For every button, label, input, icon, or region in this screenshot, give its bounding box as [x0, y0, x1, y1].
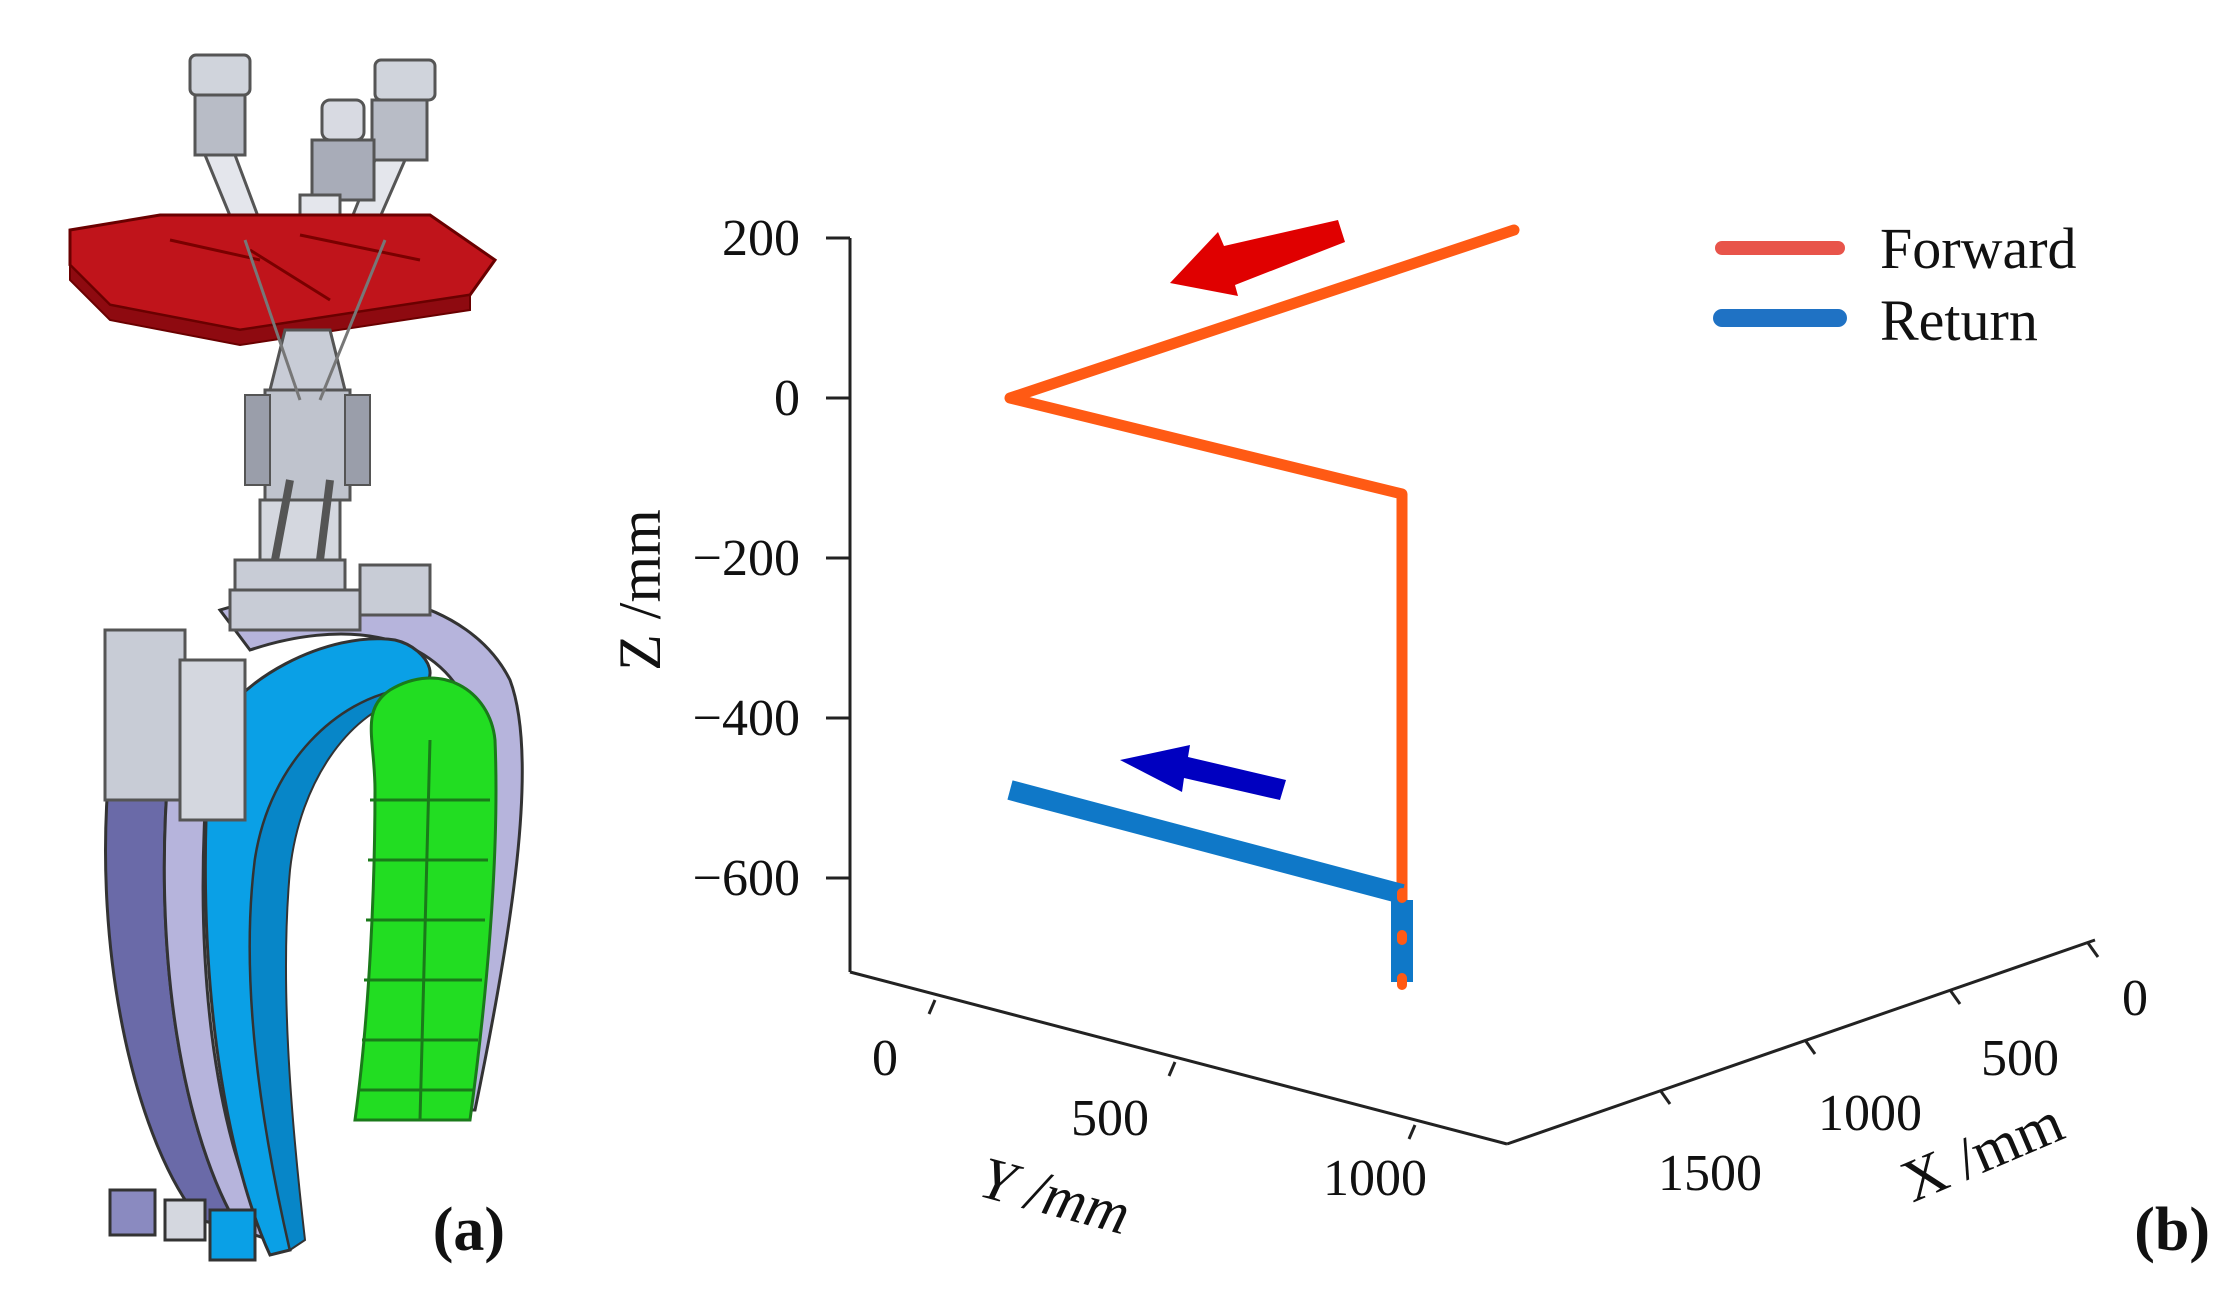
panel-a-letter: a: [453, 1196, 484, 1264]
x-tick-label: 0: [2122, 970, 2148, 1027]
forward-direction-arrow: [1170, 220, 1345, 296]
manipulator-column-icon: [233, 239, 387, 607]
legend: Forward Return: [1713, 216, 2077, 353]
panel-a-open: (: [433, 1196, 454, 1264]
x-tick-label: 1000: [1818, 1085, 1922, 1142]
panel-a-illustration: (a): [68, 53, 524, 1264]
x-tick-mark: [1948, 989, 1962, 1005]
x-tick-label: 500: [1981, 1030, 2059, 1087]
x-tick-mark: [1803, 1039, 1817, 1055]
x-axis-line: [1506, 938, 2096, 1146]
z-tick-label: −400: [693, 690, 800, 747]
panel-b-close: ): [2189, 1196, 2210, 1264]
series-return-line: [1007, 780, 1405, 904]
y-tick-mark: [1167, 1061, 1177, 1077]
vacuum-vessel-sector-icon: [103, 563, 524, 1262]
x-tick-mark: [2086, 942, 2100, 958]
x-ticks: 0 500 1000 1500: [1658, 942, 2148, 1202]
z-tick-label: −600: [693, 850, 800, 907]
z-tick-label: 0: [774, 370, 800, 427]
y-axis-title: Y /mm: [973, 1144, 1137, 1247]
panel-a-close: ): [484, 1196, 505, 1264]
panel-b-label: (b): [2134, 1196, 2210, 1264]
panel-b-open: (: [2134, 1196, 2155, 1264]
z-tick-label: 200: [722, 210, 800, 267]
z-ticks: 200 0 −200 −400 −600: [693, 210, 850, 907]
y-tick-mark: [927, 999, 937, 1015]
z-axis-title: Z /mm: [607, 509, 673, 671]
panel-a-label: (a): [433, 1196, 505, 1264]
top-plate-icon: [68, 213, 498, 347]
y-ticks: 0 500 1000: [872, 999, 1427, 1207]
x-tick-mark: [1658, 1089, 1672, 1105]
legend-label-return: Return: [1880, 288, 2038, 353]
y-tick-label: 1000: [1323, 1150, 1427, 1207]
legend-label-forward: Forward: [1880, 216, 2077, 281]
z-tick-label: −200: [693, 530, 800, 587]
y-tick-label: 500: [1071, 1090, 1149, 1147]
return-direction-arrow: [1120, 745, 1286, 800]
panel-b-letter: b: [2155, 1196, 2189, 1264]
y-tick-label: 0: [872, 1030, 898, 1087]
y-axis-line: [849, 970, 1508, 1146]
y-tick-mark: [1407, 1124, 1417, 1140]
x-tick-label: 1500: [1658, 1145, 1762, 1202]
series-forward-line: [1004, 224, 1520, 980]
panel-b-chart: 200 0 −200 −400 −600 0 500 1000 0 500 1000 1500 Z…: [607, 210, 2210, 1264]
